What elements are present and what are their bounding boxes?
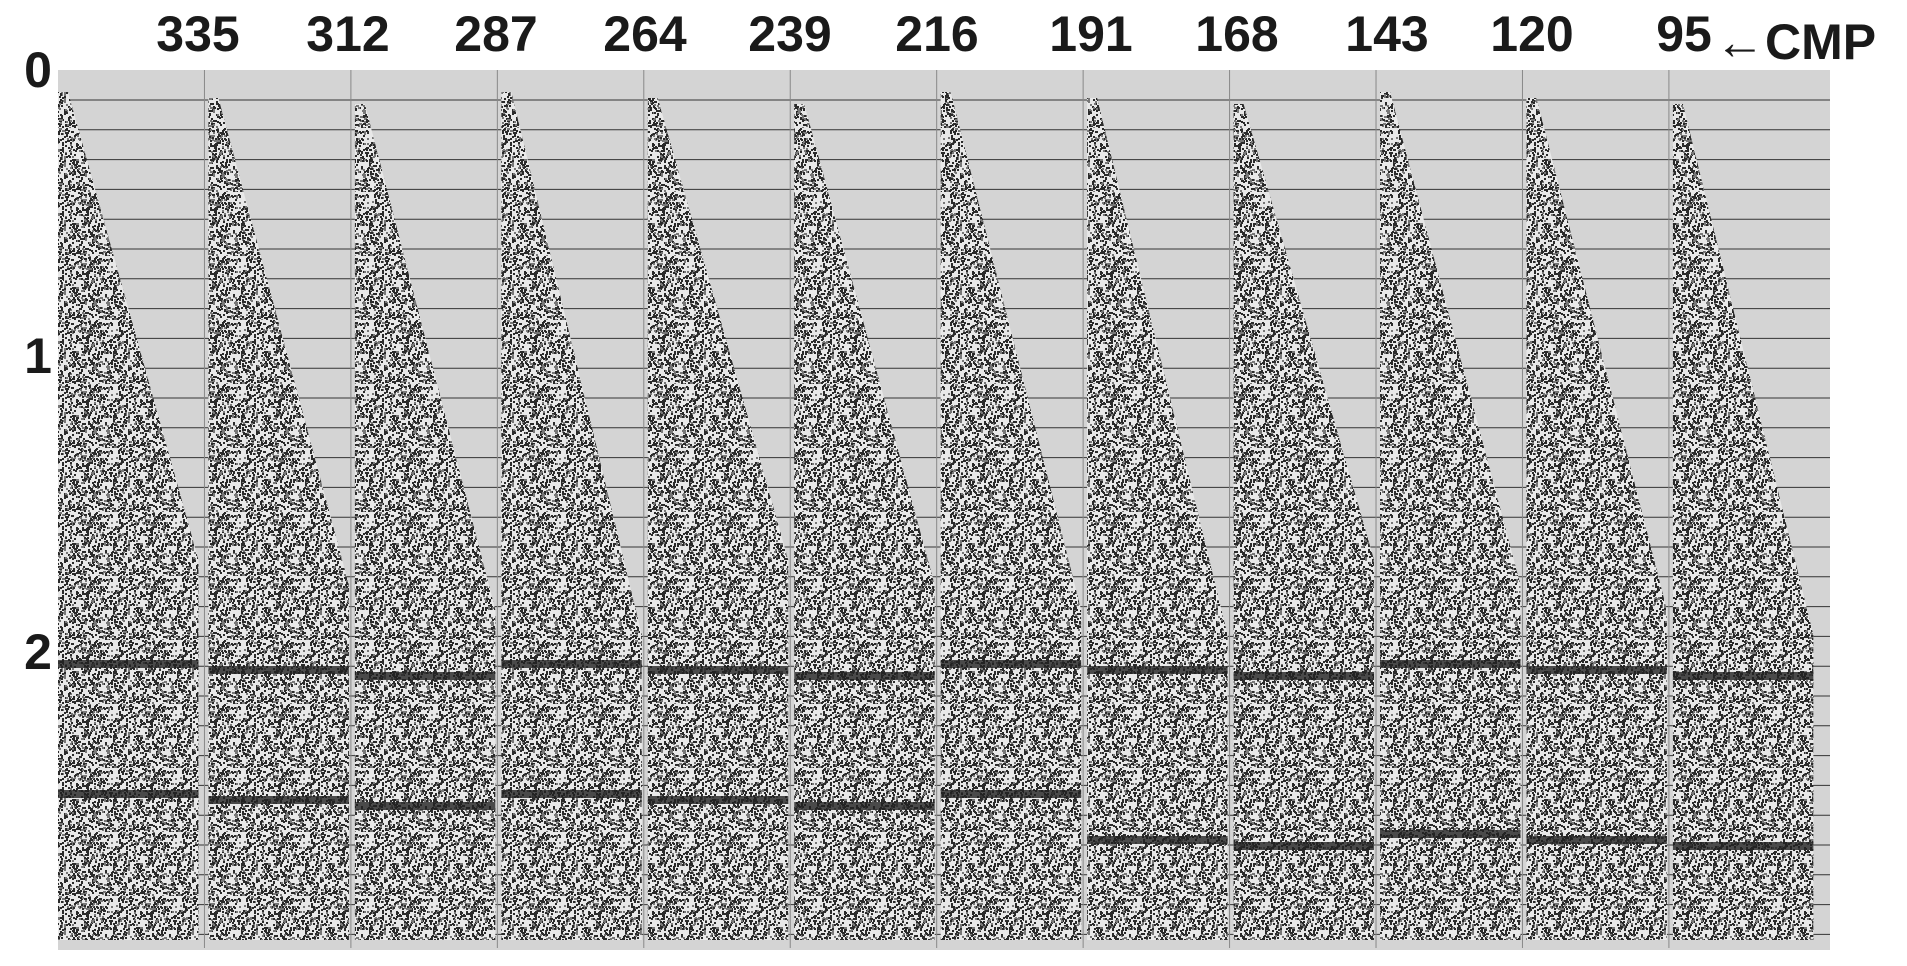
reflector [501, 660, 642, 668]
trace-gather [58, 92, 199, 940]
cmp-label: 287 [454, 6, 537, 62]
reflector [794, 672, 935, 680]
cmp-label: 120 [1490, 6, 1573, 62]
reflector [794, 802, 935, 810]
trace-gather [940, 92, 1082, 940]
cmp-label: 95 [1656, 6, 1712, 62]
reflector [647, 666, 789, 674]
reflector [940, 660, 1082, 668]
reflector [208, 796, 349, 804]
trace-gather [794, 104, 935, 940]
trace-gather [1233, 104, 1375, 940]
reflector [208, 666, 349, 674]
cmp-label: 264 [603, 6, 687, 62]
trace-gather [1526, 98, 1667, 940]
time-label: 0 [24, 42, 52, 98]
reflector [58, 660, 199, 668]
reflector [354, 672, 496, 680]
reflector [1380, 830, 1521, 838]
cmp-label: 312 [306, 6, 389, 62]
cmp-label: 191 [1049, 6, 1132, 62]
reflector [1087, 836, 1228, 844]
cmp-label: 239 [748, 6, 831, 62]
trace-gather [208, 98, 349, 940]
reflector [1526, 836, 1667, 844]
reflector [1233, 672, 1375, 680]
time-label: 1 [24, 328, 52, 384]
cmp-label: 143 [1345, 6, 1428, 62]
reflector [1380, 660, 1521, 668]
reflector [647, 796, 789, 804]
trace-gather [1672, 104, 1814, 940]
reflector [1672, 672, 1814, 680]
reflector [354, 802, 496, 810]
reflector [58, 790, 199, 798]
cmp-label: 168 [1195, 6, 1278, 62]
trace-gather [1087, 98, 1228, 940]
reflector [1087, 666, 1228, 674]
cmp-marker: ←CMP [1715, 14, 1876, 70]
time-label: 2 [24, 624, 52, 680]
cmp-label: 335 [156, 6, 239, 62]
reflector [1526, 666, 1667, 674]
reflector [1672, 842, 1814, 850]
reflector [940, 790, 1082, 798]
trace-gather [1380, 92, 1521, 940]
cmp-label: 216 [895, 6, 978, 62]
trace-gather [647, 98, 789, 940]
reflector [501, 790, 642, 798]
trace-gather [354, 104, 496, 940]
trace-gather [501, 92, 642, 940]
reflector [1233, 842, 1375, 850]
